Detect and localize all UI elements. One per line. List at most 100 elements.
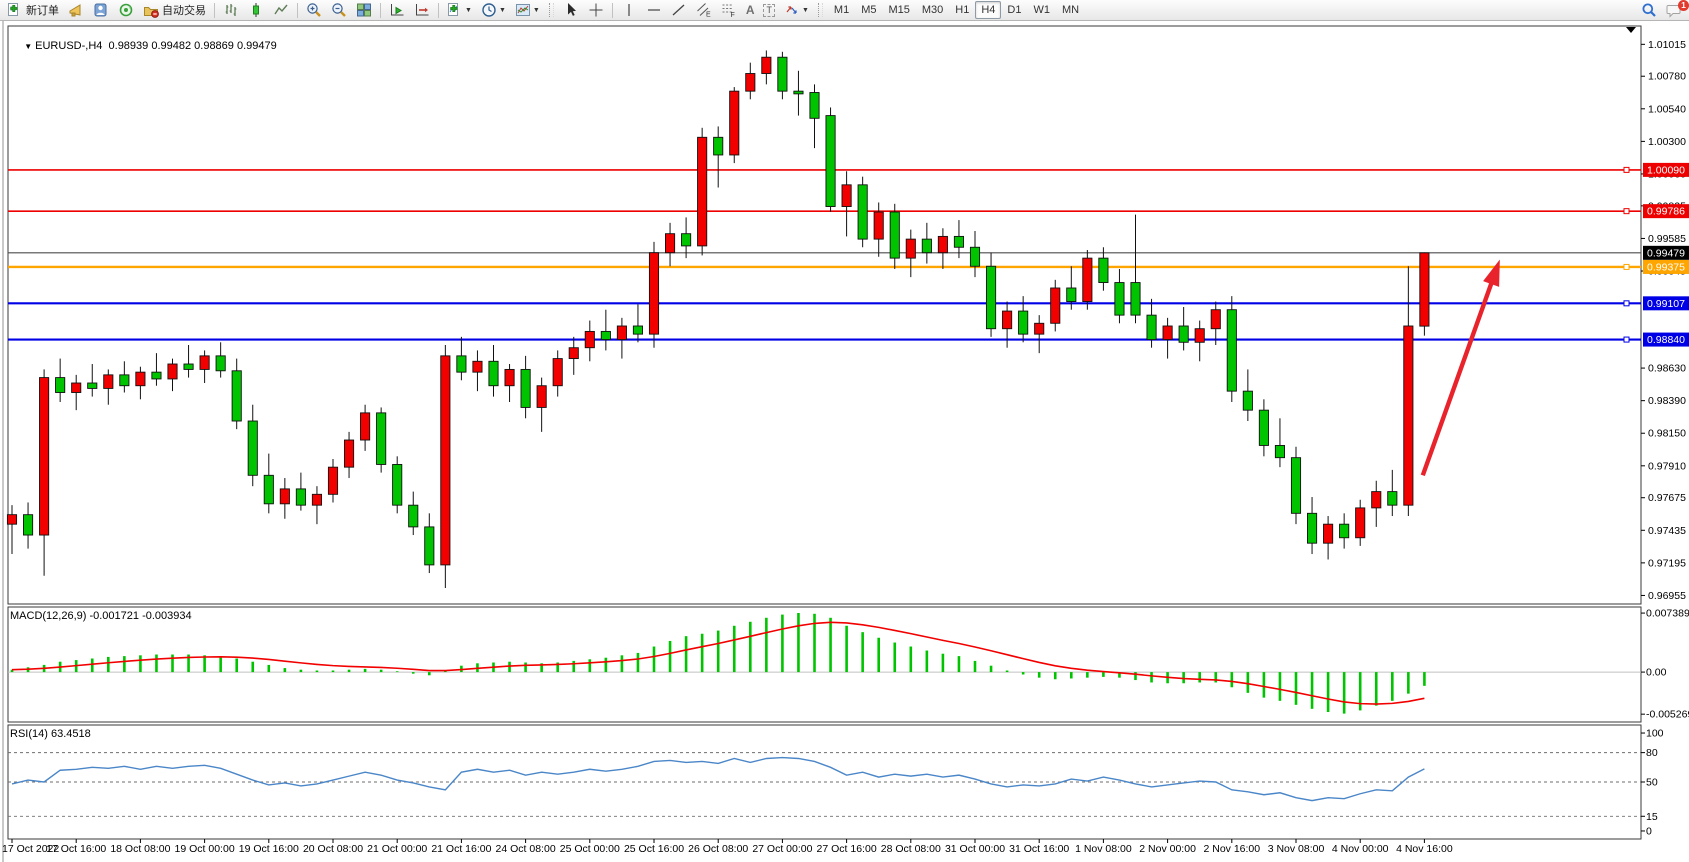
svg-text:100: 100 [1646, 728, 1664, 740]
toolbar-grip [817, 3, 823, 17]
text-label-glyph: T [763, 3, 775, 17]
svg-text:26 Oct 08:00: 26 Oct 08:00 [688, 843, 748, 855]
timeframe-M30[interactable]: M30 [921, 4, 944, 16]
bar-chart-button[interactable] [219, 0, 243, 20]
text-tool-glyph: A [745, 3, 755, 17]
signals-icon [118, 2, 134, 18]
horizontal-line-button[interactable] [642, 0, 666, 20]
chart-shift-button[interactable] [410, 0, 434, 20]
toolbar-grip [548, 3, 554, 17]
trendline-icon [671, 2, 687, 18]
svg-text:2 Nov 16:00: 2 Nov 16:00 [1203, 843, 1260, 855]
svg-text:28 Oct 08:00: 28 Oct 08:00 [881, 843, 941, 855]
signals-button[interactable] [114, 0, 138, 20]
cursor-button[interactable] [559, 0, 583, 20]
timeframe-D1[interactable]: D1 [1007, 4, 1022, 16]
svg-text:18 Oct 08:00: 18 Oct 08:00 [110, 843, 170, 855]
arrows-button[interactable]: ▼ [780, 0, 813, 20]
toolbar-separator [214, 2, 215, 18]
indicators-button[interactable]: ▼ [443, 0, 476, 20]
cursor-icon [563, 2, 579, 18]
rsi-indicator-label: RSI(14) 63.4518 [10, 728, 91, 740]
svg-text:15: 15 [1646, 811, 1658, 823]
new-order-icon [7, 2, 23, 18]
market-depth-button[interactable] [89, 0, 113, 20]
vertical-line-button[interactable] [617, 0, 641, 20]
bar-chart-icon [223, 2, 239, 18]
svg-text:-0.005269: -0.005269 [1646, 709, 1689, 721]
zoom-out-button[interactable] [327, 0, 351, 20]
channel-button[interactable]: E [692, 0, 716, 20]
zoom-in-button[interactable] [302, 0, 326, 20]
zoom-out-icon [331, 2, 347, 18]
svg-text:3 Nov 08:00: 3 Nov 08:00 [1268, 843, 1325, 855]
toolbar-separator [611, 2, 613, 18]
svg-text:0.99107: 0.99107 [1647, 298, 1685, 310]
alerts-button[interactable] [64, 0, 88, 20]
svg-text:0: 0 [1646, 825, 1652, 837]
line-chart-button[interactable] [269, 0, 293, 20]
chevron-down-icon: ▼ [532, 6, 540, 14]
timeframe-M1[interactable]: M1 [833, 4, 850, 16]
periods-button[interactable]: ▼ [477, 0, 510, 20]
svg-text:0.97675: 0.97675 [1648, 492, 1686, 504]
svg-text:0.98840: 0.98840 [1647, 334, 1685, 346]
candlestick-chart-button[interactable] [244, 0, 268, 20]
fibo-letter: F [730, 12, 734, 18]
autotrading-button[interactable]: 自动交易 [139, 0, 210, 20]
candlestick-chart-icon [248, 2, 264, 18]
chevron-down-icon: ▼ [465, 6, 472, 14]
chart-window: 1.010151.007801.005401.003001.000600.998… [0, 21, 1689, 862]
svg-text:1.01015: 1.01015 [1648, 39, 1686, 51]
ohlc-text: 0.98939 0.99482 0.98869 0.99479 [108, 40, 277, 52]
text-label-button[interactable]: T [759, 0, 779, 20]
timeframe-W1[interactable]: W1 [1033, 4, 1050, 16]
auto-scroll-button[interactable] [385, 0, 409, 20]
arrow-objects-icon [784, 2, 800, 18]
svg-text:1 Nov 08:00: 1 Nov 08:00 [1075, 843, 1132, 855]
autotrading-label: 自动交易 [162, 5, 206, 17]
notifications-button[interactable]: 1 [1662, 0, 1689, 20]
indicators-icon [447, 2, 463, 18]
toolbar-separator [297, 2, 298, 18]
templates-icon [515, 2, 531, 18]
timeframe-M15[interactable]: M15 [888, 4, 910, 16]
toolbar-separator [438, 2, 439, 18]
svg-text:80: 80 [1646, 747, 1658, 759]
notification-badge: 1 [1678, 0, 1689, 11]
svg-text:31 Oct 00:00: 31 Oct 00:00 [945, 843, 1005, 855]
timeframe-H4[interactable]: H4 [975, 1, 1002, 19]
timeframe-H1[interactable]: H1 [955, 4, 970, 16]
crosshair-button[interactable] [584, 0, 608, 20]
chart-symbol-label: ▼ EURUSD-,H4 0.98939 0.99482 0.98869 0.99… [12, 28, 277, 64]
svg-text:17 Oct 16:00: 17 Oct 16:00 [46, 843, 106, 855]
svg-text:0.98390: 0.98390 [1648, 395, 1686, 407]
text-button[interactable]: A [742, 0, 759, 20]
new-order-button[interactable]: 新订单 [3, 0, 63, 20]
svg-text:0.99375: 0.99375 [1647, 261, 1685, 273]
megaphone-icon [68, 2, 84, 18]
crosshair-icon [588, 2, 604, 18]
fibonacci-button[interactable]: F [717, 0, 741, 20]
tile-windows-button[interactable] [352, 0, 376, 20]
tile-windows-icon [356, 2, 372, 18]
chevron-down-icon: ▼ [498, 6, 506, 14]
svg-text:19 Oct 00:00: 19 Oct 00:00 [175, 843, 235, 855]
periods-clock-icon [481, 2, 497, 18]
timeframe-MN[interactable]: MN [1061, 4, 1080, 16]
price-chart[interactable]: 1.010151.007801.005401.003001.000600.998… [0, 21, 1689, 862]
svg-text:0.98630: 0.98630 [1648, 363, 1686, 375]
svg-text:0.007389: 0.007389 [1646, 608, 1689, 620]
templates-button[interactable]: ▼ [511, 0, 544, 20]
toolbar-separator [380, 2, 381, 18]
svg-text:0.98150: 0.98150 [1648, 428, 1686, 440]
trendline-button[interactable] [667, 0, 691, 20]
svg-text:31 Oct 16:00: 31 Oct 16:00 [1009, 843, 1069, 855]
svg-text:20 Oct 08:00: 20 Oct 08:00 [303, 843, 363, 855]
timeframe-toolbar: M1 M5 M15 M30 H1 H4 D1 W1 MN [828, 1, 1085, 19]
timeframe-M5[interactable]: M5 [861, 4, 877, 16]
svg-text:0.99585: 0.99585 [1648, 233, 1686, 245]
search-button[interactable] [1637, 0, 1661, 20]
svg-text:4 Nov 00:00: 4 Nov 00:00 [1332, 843, 1389, 855]
market-depth-icon [93, 2, 109, 18]
